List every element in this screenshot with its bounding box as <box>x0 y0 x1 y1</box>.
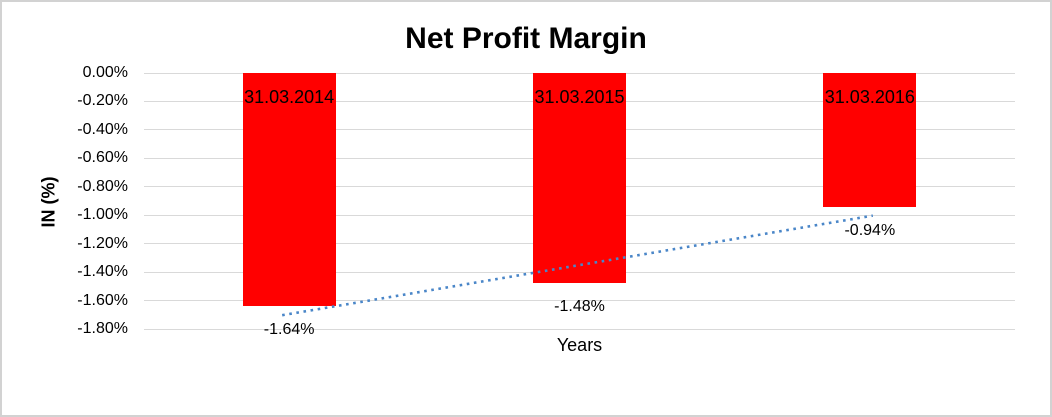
chart-title: Net Profit Margin <box>405 22 647 55</box>
y-tick-label: -0.20% <box>77 92 128 110</box>
x-axis-title: Years <box>556 335 603 355</box>
gridline <box>144 328 1015 330</box>
value-label: -1.48% <box>554 298 605 316</box>
y-tick-label: -1.60% <box>77 291 128 309</box>
y-tick-label: -0.80% <box>77 177 128 195</box>
category-label: 31.03.2016 <box>824 87 915 107</box>
y-tick-label: 0.00% <box>82 64 128 81</box>
plot-area: 31.03.2014 -1.64% 31.03.2015 -1.48% 31.03.20… <box>144 72 1015 338</box>
y-tick-label: -1.00% <box>77 206 128 224</box>
y-tick-label: -1.40% <box>77 263 128 281</box>
y-tick-label: -0.40% <box>77 120 128 138</box>
bar[interactable] <box>242 73 336 307</box>
value-label: -1.64% <box>263 321 315 339</box>
value-label: -0.94% <box>844 221 896 239</box>
bar[interactable] <box>823 73 917 207</box>
category-label: 31.03.2014 <box>244 87 335 107</box>
y-tick-label: -1.80% <box>77 320 128 337</box>
y-tick-label: -0.60% <box>77 149 128 167</box>
y-tick-label: -1.20% <box>77 234 128 252</box>
category-label: 31.03.2015 <box>534 87 625 107</box>
